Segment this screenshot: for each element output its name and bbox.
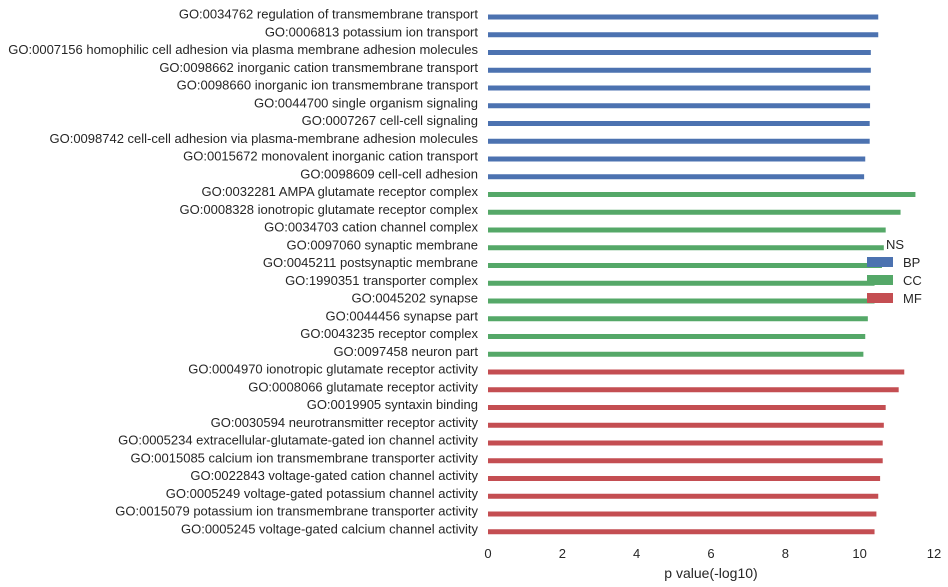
- x-tick-label: 0: [484, 546, 491, 561]
- bar-bp: [488, 32, 879, 38]
- bar-cc: [488, 316, 868, 322]
- bar-mf: [488, 440, 883, 446]
- category-label: GO:0005249 voltage-gated potassium chann…: [166, 486, 479, 501]
- category-label: GO:0005234 extracellular-glutamate-gated…: [118, 433, 478, 448]
- bar-bp: [488, 50, 871, 55]
- legend-title: NS: [886, 237, 904, 252]
- category-label: GO:0097458 neuron part: [333, 344, 478, 359]
- category-label: GO:0097060 synaptic membrane: [287, 237, 479, 252]
- bar-cc: [488, 351, 864, 357]
- category-label: GO:0032281 AMPA glutamate receptor compl…: [201, 184, 478, 199]
- category-label: GO:0015079 potassium ion transmembrane t…: [115, 504, 478, 519]
- legend-label-bp: BP: [903, 255, 920, 270]
- category-label: GO:0030594 neurotransmitter receptor act…: [211, 415, 479, 430]
- bar-mf: [488, 387, 899, 393]
- category-label: GO:0034703 cation channel complex: [264, 220, 478, 235]
- bars: [488, 14, 916, 535]
- bar-mf: [488, 422, 884, 428]
- x-tick-label: 2: [559, 546, 566, 561]
- category-label: GO:0008066 glutamate receptor activity: [248, 379, 478, 394]
- bar-bp: [488, 138, 870, 144]
- category-label: GO:0034762 regulation of transmembrane t…: [179, 7, 479, 22]
- bar-cc: [488, 192, 916, 197]
- legend-swatch-cc: [867, 275, 893, 285]
- x-axis-label: p value(-log10): [664, 565, 757, 581]
- legend-label-cc: CC: [903, 273, 922, 288]
- x-axis: 0 2 4 6 8 10 12: [484, 546, 941, 561]
- bar-mf: [488, 511, 877, 517]
- bar-cc: [488, 280, 875, 286]
- bar-bp: [488, 67, 871, 73]
- category-label: GO:0019905 syntaxin binding: [307, 397, 478, 412]
- bar-bp: [488, 174, 865, 180]
- bar-mf: [488, 405, 886, 410]
- bar-bp: [488, 85, 871, 91]
- category-label: GO:1990351 transporter complex: [285, 273, 478, 288]
- category-label: GO:0006813 potassium ion transport: [265, 24, 479, 39]
- bar-mf: [488, 476, 881, 481]
- bar-bp: [488, 121, 870, 126]
- category-label: GO:0098660 inorganic ion transmembrane t…: [177, 78, 479, 93]
- category-label: GO:0022843 voltage-gated cation channel …: [190, 468, 478, 483]
- x-tick-label: 4: [633, 546, 640, 561]
- bar-bp: [488, 156, 866, 162]
- category-label: GO:0005245 voltage-gated calcium channel…: [181, 521, 479, 536]
- bar-cc: [488, 209, 901, 215]
- category-label: GO:0043235 receptor complex: [300, 326, 478, 341]
- category-label: GO:0007156 homophilic cell adhesion via …: [8, 42, 478, 57]
- bar-cc: [488, 334, 866, 339]
- bar-bp: [488, 103, 871, 109]
- x-tick-label: 12: [927, 546, 941, 561]
- bar-bp: [488, 14, 879, 20]
- bar-cc: [488, 263, 882, 268]
- bar-cc: [488, 245, 884, 251]
- bar-mf: [488, 493, 879, 499]
- category-labels: GO:0034762 regulation of transmembrane t…: [8, 7, 478, 537]
- x-tick-label: 10: [852, 546, 866, 561]
- category-label: GO:0098609 cell-cell adhesion: [300, 166, 478, 181]
- category-label: GO:0045211 postsynaptic membrane: [263, 255, 478, 270]
- category-label: GO:0098742 cell-cell adhesion via plasma…: [49, 131, 478, 146]
- category-label: GO:0098662 inorganic cation transmembran…: [159, 60, 478, 75]
- category-label: GO:0015085 calcium ion transmembrane tra…: [130, 450, 478, 465]
- bar-cc: [488, 227, 886, 233]
- category-label: GO:0008328 ionotropic glutamate receptor…: [180, 202, 479, 217]
- x-tick-label: 8: [782, 546, 789, 561]
- bar-cc: [488, 298, 875, 304]
- category-label: GO:0044700 single organism signaling: [254, 95, 478, 110]
- legend-swatch-mf: [867, 293, 893, 303]
- x-tick-label: 6: [707, 546, 714, 561]
- category-label: GO:0004970 ionotropic glutamate receptor…: [188, 362, 478, 377]
- category-label: GO:0007267 cell-cell signaling: [302, 113, 478, 128]
- category-label: GO:0045202 synapse: [352, 291, 478, 306]
- category-label: GO:0015672 monovalent inorganic cation t…: [183, 149, 478, 164]
- legend: NS BP CC MF: [867, 237, 922, 306]
- bar-mf: [488, 369, 905, 375]
- legend-label-mf: MF: [903, 291, 922, 306]
- legend-swatch-bp: [867, 257, 893, 267]
- category-label: GO:0044456 synapse part: [326, 308, 479, 323]
- bar-mf: [488, 458, 883, 464]
- bar-mf: [488, 529, 875, 535]
